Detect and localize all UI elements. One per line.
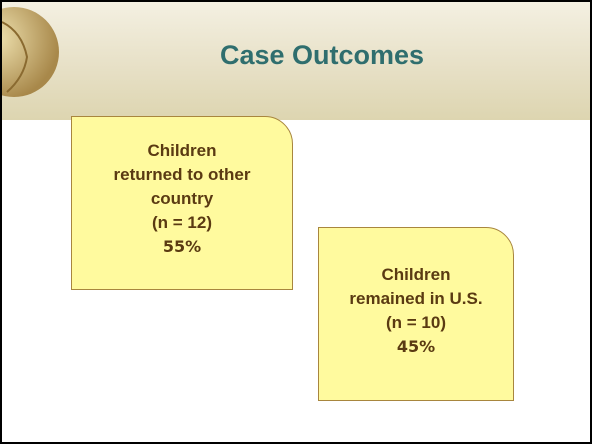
box-line: returned to other <box>113 165 251 184</box>
box-line: (n = 12) <box>152 213 212 232</box>
box-line: remained in U.S. <box>349 289 483 308</box>
globe <box>2 7 59 97</box>
box-line: Children <box>381 265 451 284</box>
globe-decoration <box>2 7 59 97</box>
box-line: (n = 10) <box>386 313 446 332</box>
box-line: country <box>150 189 214 208</box>
box-percent: 45% <box>396 337 436 356</box>
outcome-box: Children remained in U.S. (n = 10) 45% <box>318 227 514 401</box>
globe-ring <box>2 21 29 93</box>
slide-title: Case Outcomes <box>219 40 425 70</box>
box-line: Children <box>147 141 217 160</box>
outcome-box: Children returned to other country (n = … <box>71 116 293 290</box>
box-percent: 55% <box>162 237 202 256</box>
header-band <box>2 2 590 120</box>
